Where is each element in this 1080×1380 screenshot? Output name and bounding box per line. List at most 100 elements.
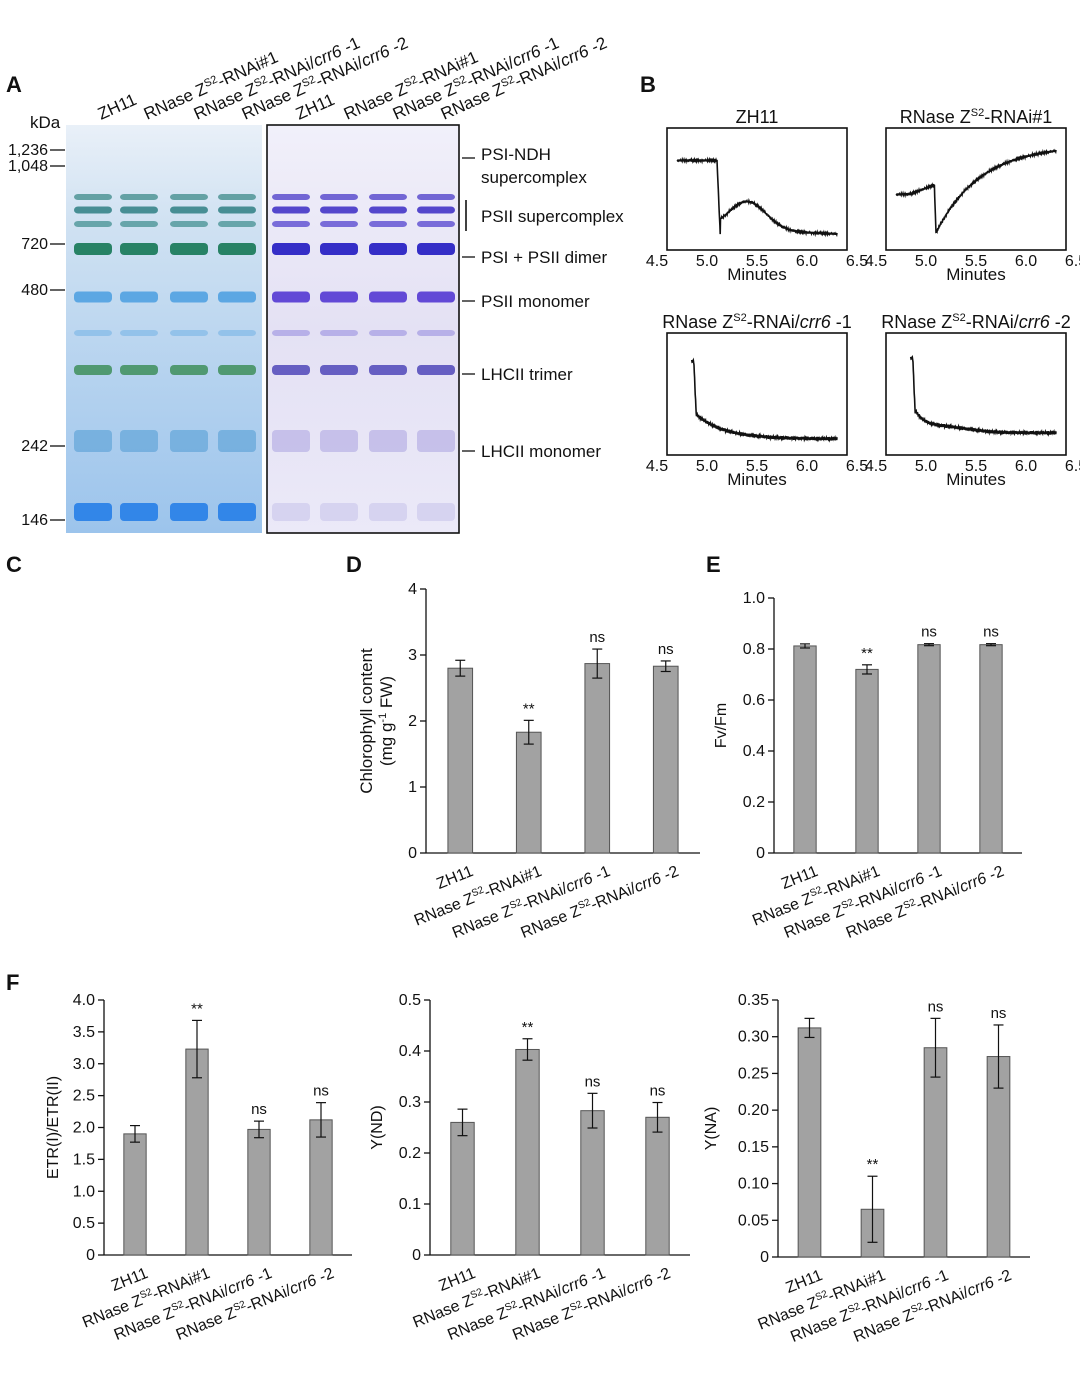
gel-right-band-1-2 <box>369 206 407 214</box>
chart-D-ticklabel-2: 2 <box>408 713 417 730</box>
gel-right-band-1-0 <box>272 206 310 214</box>
chart-E-ylabel: Fv/Fm <box>713 703 730 748</box>
gel-left-band-8-2 <box>170 503 208 521</box>
trace-1-tick-3: 6.0 <box>1015 253 1037 270</box>
trace-2-tick-1: 5.0 <box>696 458 718 475</box>
chart-F2-sig-2: ns <box>585 1073 601 1090</box>
trace-1-tick-1: 5.0 <box>915 253 937 270</box>
chart-F2-ticklabel-1: 0.1 <box>399 1196 421 1213</box>
trace-3-tick-0: 4.5 <box>865 458 887 475</box>
gel-right-band-3-2 <box>369 243 407 255</box>
gel-left-band-1-1 <box>120 206 158 214</box>
chart-F2-ticklabel-4: 0.4 <box>399 1043 421 1060</box>
chart-F3-ticklabel-2: 0.10 <box>738 1176 769 1193</box>
chart-E-ticklabel-2: 0.4 <box>743 743 765 760</box>
trace-curve-3 <box>909 354 1057 437</box>
chart-F3-ylabel: Y(NA) <box>703 1107 720 1151</box>
chart-F2-bar-1 <box>515 1048 540 1256</box>
marker-label-3: 480 <box>21 282 48 299</box>
gel-right-band-2-2 <box>369 221 407 227</box>
gel-left-band-0-0 <box>74 194 112 200</box>
chart-F1-ylabel: ETR(I)/ETR(II) <box>45 1076 62 1179</box>
gel-right-band-8-1 <box>320 503 358 521</box>
chart-F2-bar-3 <box>645 1116 670 1256</box>
gel-right-band-0-2 <box>369 194 407 200</box>
gel-left-band-8-3 <box>218 503 256 521</box>
gel-left-band-7-0 <box>74 430 112 452</box>
trace-curve-2 <box>690 357 838 443</box>
chart-F1-ticklabel-8: 4.0 <box>73 992 95 1009</box>
gel-right-band-7-3 <box>417 430 455 452</box>
gel-left-band-3-3 <box>218 243 256 255</box>
gel-left-band-3-0 <box>74 243 112 255</box>
chart-E-bar-0 <box>793 645 817 854</box>
gel-left-band-7-1 <box>120 430 158 452</box>
chart-F3-sig-2: ns <box>928 998 944 1015</box>
gel-left <box>66 125 262 533</box>
chart-F2-bar-2 <box>580 1110 605 1256</box>
band-label-2: PSII supercomplex <box>481 207 624 226</box>
gel-left-band-6-3 <box>218 365 256 375</box>
chart-E-ticklabel-5: 1.0 <box>743 590 765 607</box>
trace-2-tick-4: 6.5 <box>846 458 868 475</box>
gel-left-band-6-0 <box>74 365 112 375</box>
gel-left-band-4-1 <box>120 291 158 303</box>
gel-left-band-4-3 <box>218 291 256 303</box>
chart-F1-ticklabel-6: 3.0 <box>73 1056 95 1073</box>
gel-right-band-8-3 <box>417 503 455 521</box>
chart-F3-bar-0 <box>797 1027 822 1258</box>
trace-title-0: ZH11 <box>736 107 779 127</box>
trace-1-tick-0: 4.5 <box>865 253 887 270</box>
chart-D-bar-2 <box>584 663 611 854</box>
gel-left-band-0-1 <box>120 194 158 200</box>
chart-E-sig-3: ns <box>983 624 999 641</box>
chart-F3-sig-1: ** <box>867 1156 879 1173</box>
chart-D-ylabel-1: Chlorophyll content <box>357 648 376 794</box>
band-label-5: LHCII trimer <box>481 365 573 384</box>
panel-label-e: E <box>706 552 721 577</box>
trace-0-tick-2: 5.5 <box>746 253 768 270</box>
chart-E-sig-1: ** <box>861 645 873 662</box>
chart-E-bar-2 <box>917 644 941 854</box>
gel-bands <box>74 194 455 521</box>
gel-right-band-2-0 <box>272 221 310 227</box>
trace-frame-2 <box>666 332 848 456</box>
gel-left-band-7-2 <box>170 430 208 452</box>
chart-F3-ticklabel-1: 0.05 <box>738 1212 769 1229</box>
gel-left-band-2-1 <box>120 221 158 227</box>
gel-right-band-0-0 <box>272 194 310 200</box>
chart-F2-bar-0 <box>450 1121 475 1256</box>
gel-right-band-0-1 <box>320 194 358 200</box>
trace-1-tick-4: 6.5 <box>1065 253 1080 270</box>
chart-D-bar-1 <box>515 731 542 854</box>
panel-label-f: F <box>6 970 19 995</box>
chart-F3-ticklabel-3: 0.15 <box>738 1139 769 1156</box>
chart-F1-ticklabel-0: 0 <box>86 1247 95 1264</box>
trace-1-tick-2: 5.5 <box>965 253 987 270</box>
marker-label-0: 1,236 <box>8 142 48 159</box>
trace-0-tick-1: 5.0 <box>696 253 718 270</box>
trace-2-tick-0: 4.5 <box>646 458 668 475</box>
trace-0-tick-3: 6.0 <box>796 253 818 270</box>
chart-D-bar-3 <box>652 665 679 854</box>
gel-right-band-0-3 <box>417 194 455 200</box>
chart-E-ticklabel-0: 0 <box>756 845 765 862</box>
chart-E-bar-1 <box>855 668 879 854</box>
chart-E-ticklabel-3: 0.6 <box>743 692 765 709</box>
gel-left-band-6-2 <box>170 365 208 375</box>
trace-curve-1 <box>895 148 1057 235</box>
trace-frame-3 <box>885 332 1067 456</box>
trace-2-tick-3: 6.0 <box>796 458 818 475</box>
gel-right-band-3-0 <box>272 243 310 255</box>
trace-0-xlabel: Minutes <box>727 265 787 284</box>
chart-F2-ticklabel-0: 0 <box>412 1247 421 1264</box>
gel-left-band-0-2 <box>170 194 208 200</box>
chart-F3: 00.050.100.150.200.250.300.35Y(NA)ZH11**… <box>703 992 1030 1346</box>
gel-left-band-0-3 <box>218 194 256 200</box>
gel-right-band-4-0 <box>272 291 310 303</box>
trace-0-tick-0: 4.5 <box>646 253 668 270</box>
gel-left-band-8-1 <box>120 503 158 521</box>
trace-3-tick-4: 6.5 <box>1065 458 1080 475</box>
